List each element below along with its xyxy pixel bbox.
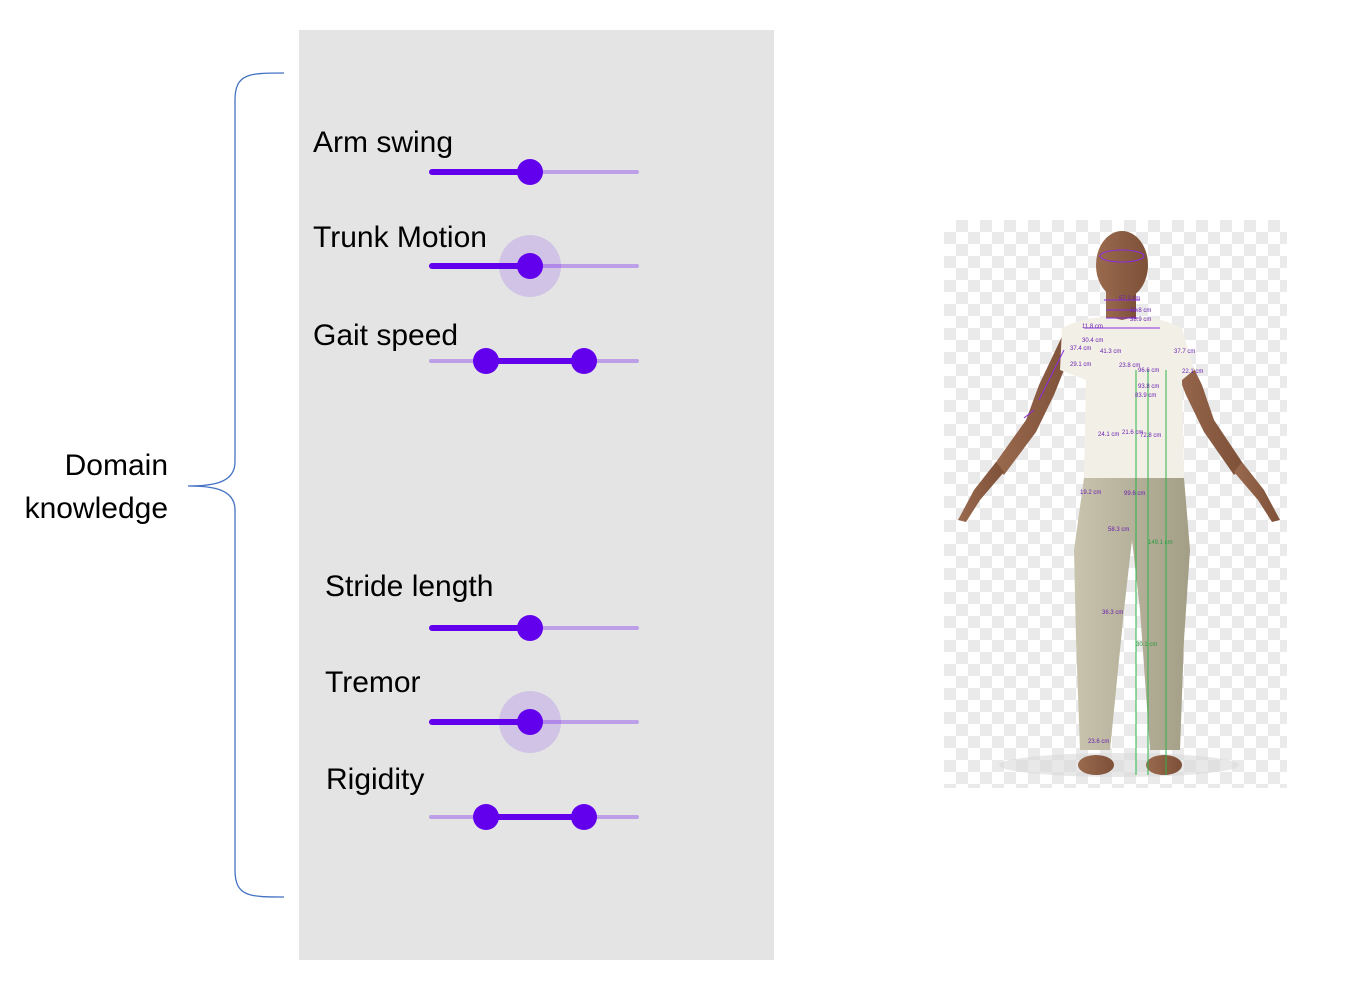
measurement-label: 23.8 cm: [1119, 363, 1140, 369]
measurement-label: 38.9 cm: [1130, 317, 1151, 323]
measurement-label: 83.9 cm: [1135, 393, 1156, 399]
slider-active-track: [485, 358, 585, 364]
measurement-label: 37.7 cm: [1174, 349, 1195, 355]
arm-swing-label: Arm swing: [313, 126, 454, 159]
measurement-label: 22.1 cm: [1182, 369, 1203, 375]
rigidity-range-slider[interactable]: [429, 797, 639, 837]
gait-speed-range-slider[interactable]: [429, 341, 639, 381]
measurement-label: 32.8 cm: [1130, 308, 1151, 314]
slider-thumb[interactable]: [516, 159, 543, 185]
human-avatar-figure: 57.2 cm 32.8 cm 38.9 cm 11.8 cm 30.4 cm …: [958, 231, 1280, 777]
rigidity-label: Rigidity: [326, 763, 425, 796]
measurement-label: 29.1 cm: [1070, 362, 1091, 368]
slider-active-track: [429, 263, 530, 269]
measurement-label: 37.4 cm: [1070, 346, 1091, 352]
body-measurement-avatar: 57.2 cm 32.8 cm 38.9 cm 11.8 cm 30.4 cm …: [944, 220, 1287, 788]
trunk-motion-slider[interactable]: [429, 235, 639, 297]
measurement-label: 21.6 cm: [1122, 430, 1143, 436]
tremor-label: Tremor: [325, 666, 421, 699]
measurement-label: 96.6 cm: [1138, 368, 1159, 374]
slider-thumb[interactable]: [516, 709, 543, 735]
stride-length-label: Stride length: [325, 570, 494, 603]
measurement-label: 41.3 cm: [1100, 349, 1121, 355]
slider-thumb[interactable]: [516, 615, 543, 641]
measurement-label: 19.2 cm: [1080, 490, 1101, 496]
measurement-label: 36.3 cm: [1102, 610, 1123, 616]
slider-thumb[interactable]: [516, 253, 543, 279]
slider-active-track: [485, 814, 585, 820]
measurement-label: 23.6 cm: [1088, 739, 1109, 745]
trunk-motion-label: Trunk Motion: [313, 221, 487, 254]
measurement-label: 11.8 cm: [1082, 324, 1103, 330]
arm-swing-slider[interactable]: [429, 152, 639, 192]
measurement-label: 24.1 cm: [1098, 432, 1119, 438]
domain-knowledge-line1: Domain: [64, 449, 168, 482]
measurement-label: 30.4 cm: [1082, 338, 1103, 344]
domain-knowledge-line2: knowledge: [24, 492, 168, 525]
tremor-slider[interactable]: [429, 691, 639, 753]
measurement-label: 30.1 cm: [1136, 642, 1157, 648]
slider-active-track: [429, 169, 530, 175]
slider-thumb-high[interactable]: [571, 804, 598, 830]
slider-thumb-low[interactable]: [472, 348, 499, 374]
slider-thumb-low[interactable]: [472, 804, 499, 830]
measurement-label: 99.6 cm: [1124, 491, 1145, 497]
slider-active-track: [429, 625, 530, 631]
slider-thumb-high[interactable]: [571, 348, 598, 374]
measurement-label: 72.8 cm: [1140, 433, 1161, 439]
gait-speed-label: Gait speed: [313, 319, 459, 352]
parameter-panel: Arm swing Trunk Motion Gait speed Stride…: [299, 30, 774, 960]
measurement-label: 58.3 cm: [1108, 527, 1129, 533]
measurement-label: 93.8 cm: [1138, 384, 1159, 390]
measurement-label: 149.1 cm: [1148, 540, 1173, 546]
curly-brace-icon: [187, 72, 285, 898]
stride-length-slider[interactable]: [429, 608, 639, 648]
measurement-label: 57.2 cm: [1119, 296, 1140, 302]
slider-active-track: [429, 719, 530, 725]
domain-knowledge-label: Domain knowledge: [0, 444, 168, 530]
